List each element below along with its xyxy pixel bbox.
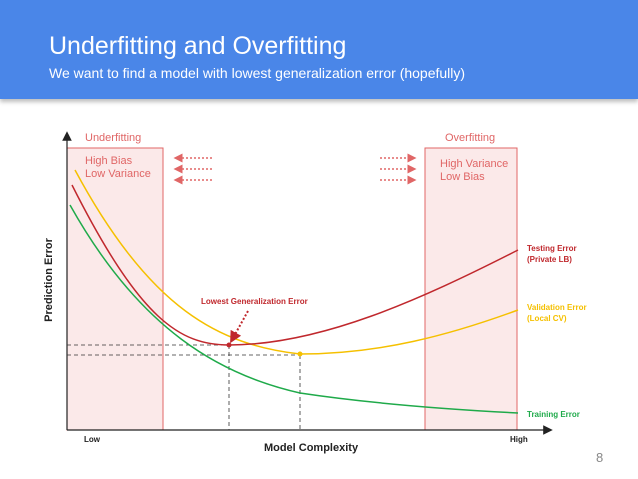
lowest-error-label: Lowest Generalization Error [201, 297, 308, 306]
underfitting-line1: High Bias [85, 155, 133, 167]
x-axis-title: Model Complexity [264, 442, 359, 454]
underfitting-arrows [173, 153, 212, 185]
y-axis-title: Prediction Error [43, 237, 55, 321]
underfitting-line2: Low Variance [85, 168, 151, 180]
slide-subtitle: We want to find a model with lowest gene… [49, 65, 466, 81]
x-axis-low-label: Low [84, 435, 101, 444]
page-number: 8 [596, 450, 604, 465]
testing-error-label: Testing Error [527, 244, 577, 253]
validation-error-label: Validation Error [527, 303, 587, 312]
lowest-error-arrow [230, 310, 249, 344]
x-axis-high-label: High [510, 435, 528, 444]
overfitting-region [424, 147, 518, 431]
validation-minimum-point [297, 351, 303, 357]
testing-error-sublabel: (Private LB) [527, 255, 572, 264]
underfitting-region [66, 147, 164, 431]
slide-header: Underfitting and Overfitting We want to … [0, 0, 638, 99]
underfitting-title: Underfitting [85, 132, 141, 144]
overfitting-arrows [380, 153, 417, 185]
training-error-label: Training Error [527, 410, 580, 419]
slide-title: Underfitting and Overfitting [49, 32, 347, 60]
overfitting-line2: Low Bias [440, 171, 485, 183]
overfitting-line1: High Variance [440, 158, 508, 170]
validation-error-sublabel: (Local CV) [527, 314, 567, 323]
testing-minimum-point [226, 342, 232, 348]
overfitting-title: Overfitting [445, 132, 495, 144]
validation-error-curve [74, 169, 519, 355]
training-error-curve [69, 204, 519, 414]
